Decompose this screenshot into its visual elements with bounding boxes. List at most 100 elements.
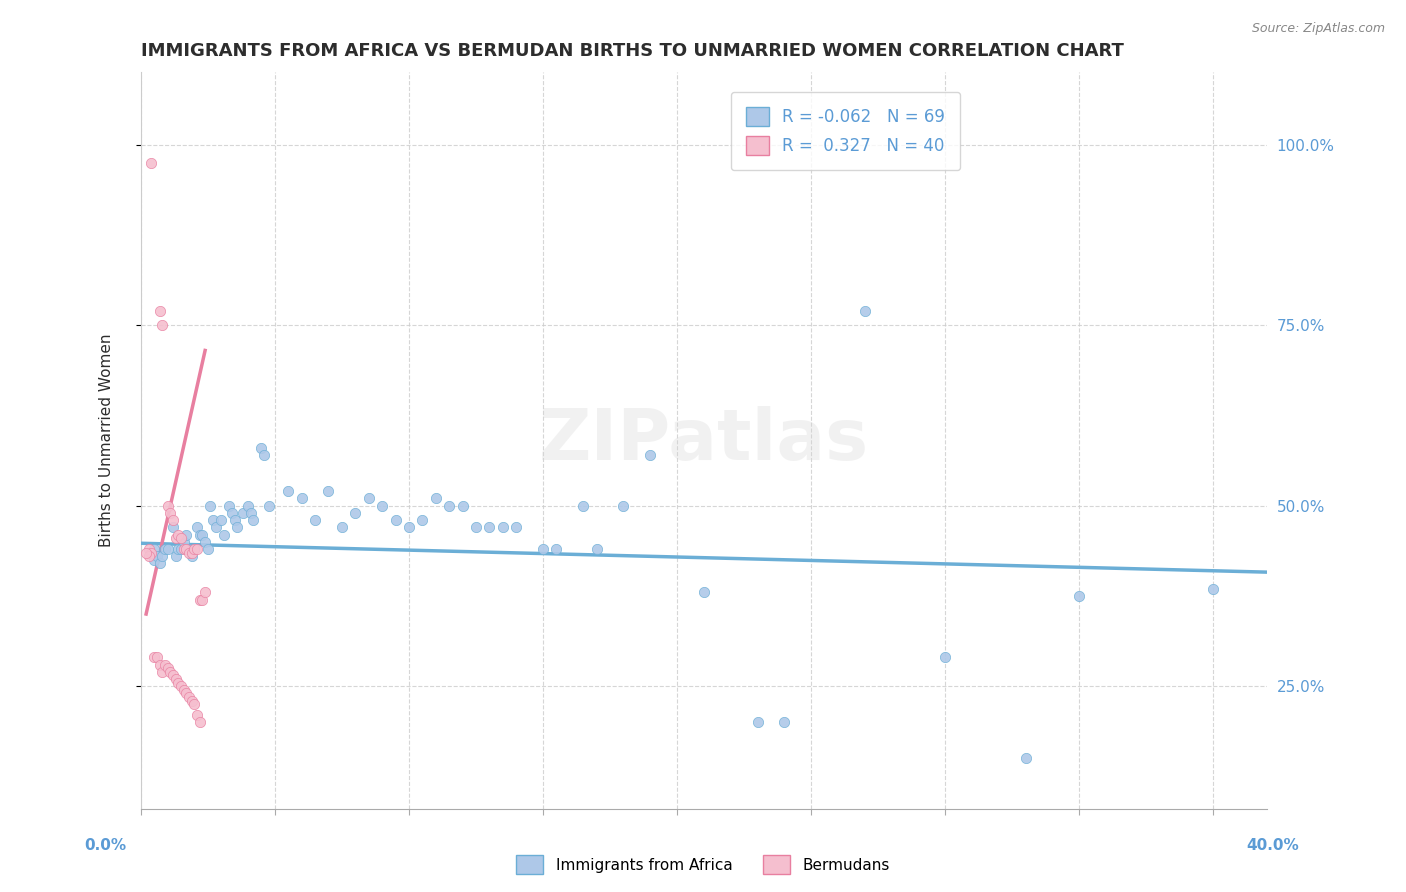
Point	[250, 441, 273, 455]
Point	[411, 513, 433, 527]
Point	[156, 661, 179, 675]
Point	[156, 542, 179, 557]
Text: 40.0%: 40.0%	[1246, 838, 1299, 853]
Point	[141, 546, 163, 560]
Point	[546, 542, 568, 557]
Point	[572, 499, 595, 513]
Point	[221, 506, 243, 520]
Point	[153, 657, 176, 672]
Legend: R = -0.062   N = 69, R =  0.327   N = 40: R = -0.062 N = 69, R = 0.327 N = 40	[731, 92, 960, 170]
Point	[398, 520, 420, 534]
Point	[505, 520, 527, 534]
Point	[183, 542, 205, 557]
Point	[180, 549, 202, 564]
Point	[167, 675, 190, 690]
Point	[156, 499, 179, 513]
Point	[170, 531, 193, 545]
Point	[239, 506, 262, 520]
Point	[177, 542, 200, 557]
Point	[218, 499, 240, 513]
Point	[176, 686, 198, 700]
Point	[202, 513, 225, 527]
Point	[224, 513, 246, 527]
Point	[492, 520, 515, 534]
Point	[135, 546, 157, 560]
Point	[531, 542, 554, 557]
Point	[186, 520, 208, 534]
Legend: Immigrants from Africa, Bermudans: Immigrants from Africa, Bermudans	[510, 849, 896, 880]
Point	[176, 527, 198, 541]
Point	[146, 549, 169, 564]
Point	[153, 542, 176, 557]
Point	[612, 499, 634, 513]
Point	[186, 708, 208, 723]
Text: ZIPatlas: ZIPatlas	[538, 406, 869, 475]
Point	[170, 542, 193, 557]
Point	[188, 527, 211, 541]
Point	[173, 534, 195, 549]
Point	[150, 665, 173, 679]
Point	[177, 546, 200, 560]
Point	[236, 499, 259, 513]
Point	[167, 527, 190, 541]
Point	[212, 527, 235, 541]
Point	[143, 553, 166, 567]
Point	[191, 527, 214, 541]
Point	[585, 542, 607, 557]
Point	[183, 698, 205, 712]
Point	[277, 484, 299, 499]
Point	[177, 690, 200, 704]
Point	[304, 513, 326, 527]
Point	[1015, 751, 1038, 765]
Point	[1202, 582, 1225, 596]
Point	[173, 682, 195, 697]
Point	[167, 542, 190, 557]
Point	[437, 499, 460, 513]
Point	[170, 679, 193, 693]
Point	[205, 520, 228, 534]
Point	[318, 484, 340, 499]
Point	[188, 592, 211, 607]
Point	[173, 542, 195, 557]
Point	[165, 672, 187, 686]
Point	[148, 303, 170, 318]
Point	[425, 491, 447, 506]
Point	[773, 715, 796, 730]
Point	[183, 542, 205, 557]
Point	[209, 513, 232, 527]
Point	[200, 499, 222, 513]
Point	[186, 542, 208, 557]
Point	[330, 520, 353, 534]
Point	[465, 520, 488, 534]
Text: 0.0%: 0.0%	[84, 838, 127, 853]
Point	[253, 448, 276, 462]
Point	[162, 520, 184, 534]
Point	[150, 318, 173, 333]
Point	[384, 513, 406, 527]
Point	[291, 491, 314, 506]
Point	[371, 499, 394, 513]
Point	[143, 650, 166, 665]
Point	[191, 592, 214, 607]
Point	[180, 694, 202, 708]
Point	[747, 715, 769, 730]
Point	[344, 506, 367, 520]
Text: IMMIGRANTS FROM AFRICA VS BERMUDAN BIRTHS TO UNMARRIED WOMEN CORRELATION CHART: IMMIGRANTS FROM AFRICA VS BERMUDAN BIRTH…	[141, 42, 1123, 60]
Point	[451, 499, 474, 513]
Point	[188, 715, 211, 730]
Point	[693, 585, 716, 599]
Point	[162, 668, 184, 682]
Point	[226, 520, 249, 534]
Point	[853, 303, 876, 318]
Point	[146, 650, 169, 665]
Point	[138, 542, 160, 557]
Point	[1069, 589, 1091, 603]
Point	[165, 531, 187, 545]
Point	[141, 155, 163, 169]
Point	[197, 542, 219, 557]
Point	[159, 665, 181, 679]
Point	[159, 506, 181, 520]
Point	[478, 520, 501, 534]
Y-axis label: Births to Unmarried Women: Births to Unmarried Women	[100, 334, 114, 548]
Text: Source: ZipAtlas.com: Source: ZipAtlas.com	[1251, 22, 1385, 36]
